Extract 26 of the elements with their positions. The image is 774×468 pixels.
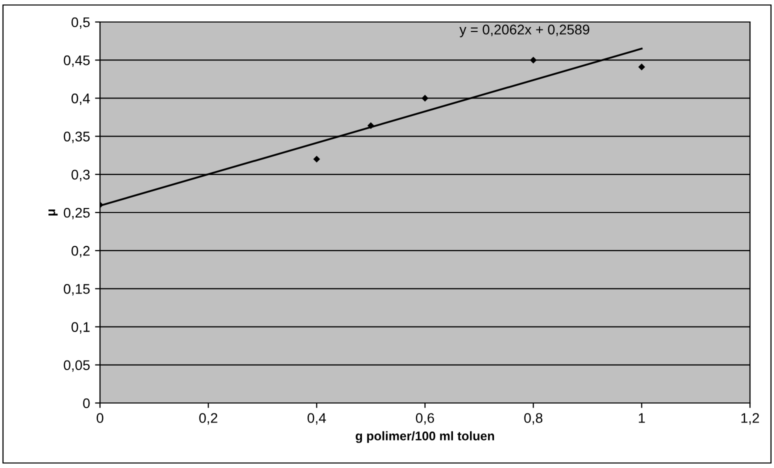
y-tick-label: 0 <box>83 398 90 408</box>
y-tick-label: 0,5 <box>72 17 90 29</box>
y-tick-label: 0,2 <box>72 246 90 258</box>
point <box>313 156 320 163</box>
y-tick-label: 0,15 <box>64 284 90 296</box>
y-tick-label: 0,4 <box>72 94 90 106</box>
y-tick-label: 0,05 <box>64 360 90 372</box>
point <box>530 56 537 64</box>
x-tick-label: 0,2 <box>199 413 218 425</box>
x-tick-label: 0,8 <box>524 413 542 425</box>
y-tick-label: 0,25 <box>64 208 90 220</box>
x-axis-title: g polimer/100 ml toluen <box>356 431 494 443</box>
y-tick-label: 0,1 <box>72 322 90 334</box>
y-tick-label: 0,45 <box>64 55 90 67</box>
x-tick-label: 0,4 <box>308 413 326 425</box>
y-tick-label: 0,3 <box>72 170 90 182</box>
annotation: y = 0,2062x + 0,2589 <box>459 24 590 38</box>
point <box>367 122 374 130</box>
point <box>638 64 646 70</box>
y-axis-title: μ <box>48 210 58 216</box>
x-tick-label: 1 <box>638 413 645 423</box>
x-tick-label: 1,2 <box>741 413 759 425</box>
point <box>422 94 428 102</box>
x-tick-label: 0 <box>96 413 104 423</box>
y-tick-label: 0,35 <box>64 132 90 144</box>
x-tick-label: 0,6 <box>416 413 434 425</box>
